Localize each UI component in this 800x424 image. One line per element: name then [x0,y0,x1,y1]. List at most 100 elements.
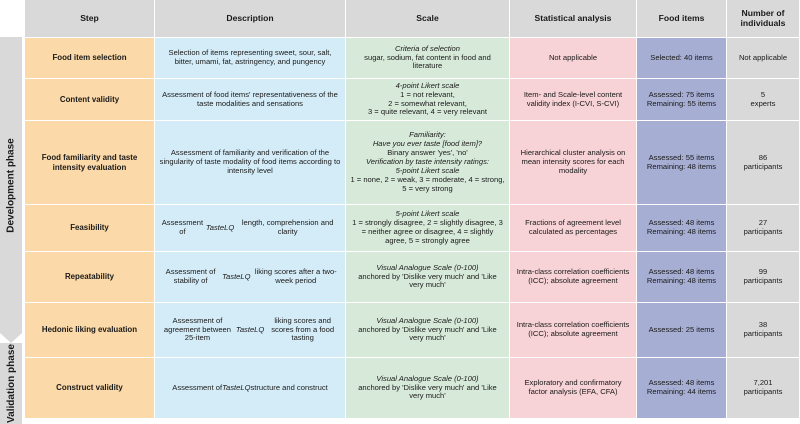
analysis-cell: Hierarchical cluster analysis on mean in… [510,121,637,204]
step-cell: Repeatability [25,252,155,302]
individuals-cell: 86 participants [727,121,800,204]
scale-cell: 4-point Likert scale 1 = not relevant, 2 =… [346,79,510,120]
analysis-cell: Intra-class correlation coefficients (IC… [510,303,637,357]
scale-cell: Visual Analogue Scale (0-100) anchored by… [346,358,510,418]
methods-table: Step Description Scale Statistical analy… [25,0,800,418]
table-header: Step Description Scale Statistical analy… [25,0,800,37]
individuals-line: Not applicable [738,52,788,62]
food-items-cell: Assessed: 48 items Remaining: 44 items [637,358,727,418]
header-description: Description [155,0,346,37]
scale-line: 4-point Likert scale [395,80,460,90]
description-cell: Assessment of TasteLQ length, comprehens… [155,205,346,251]
validation-phase-label: Validation phase [5,344,17,423]
table-row: Construct validity Assessment of TasteLQ … [25,357,800,418]
food-items-line: Remaining: 48 items [646,276,717,285]
description-cell: Assessment of stability of TasteLQ likin… [155,252,346,302]
phase-column: Development phase Validation phase [0,0,25,424]
individuals-line: 86 [758,152,768,162]
food-items-cell: Assessed: 55 items Remaining: 48 items [637,121,727,204]
header-food-items: Food items [637,0,727,37]
table-row: Feasibility Assessment of TasteLQ length,… [25,204,800,251]
validation-phase-band: Validation phase [0,343,22,424]
scale-line: Have you ever taste [food item]? [372,139,483,149]
step-cell: Content validity [25,79,155,120]
step-cell: Food item selection [25,38,155,78]
analysis-cell: Fractions of agreement level calculated … [510,205,637,251]
scale-line: Criteria of selection [395,43,460,53]
scale-line: 5-point Likert scale [395,209,460,219]
individuals-line: participants [743,276,783,285]
scale-cell: Visual Analogue Scale (0-100) anchored by… [346,252,510,302]
food-items-cell: Assessed: 48 items Remaining: 48 items [637,252,727,302]
description-cell: Assessment of agreement between 25-item … [155,303,346,357]
individuals-cell: 5 experts [727,79,800,120]
scale-line: anchored by 'Dislike very much' and 'Lik… [358,324,497,343]
individuals-cell: 7,201 participants [727,358,800,418]
food-items-cell: Assessed: 48 items Remaining: 48 items [637,205,727,251]
analysis-cell: Exploratory and confirmatory factor anal… [510,358,637,418]
individuals-line: participants [743,329,783,338]
individuals-cell: 38 participants [727,303,800,357]
description-cell: Assessment of food items' representative… [155,79,346,120]
food-items-line: Assessed: 48 items [648,267,715,277]
table-row: Repeatability Assessment of stability of … [25,251,800,302]
step-cell: Construct validity [25,358,155,418]
table-row: Food item selection Selection of items re… [25,37,800,78]
food-items-cell: Assessed: 75 items Remaining: 55 items [637,79,727,120]
food-items-line: Remaining: 48 items [646,227,717,236]
scale-cell: Visual Analogue Scale (0-100) anchored by… [346,303,510,357]
scale-line: anchored by 'Dislike very much' and 'Lik… [358,382,497,401]
header-number-of-individuals: Number of individuals [727,0,800,37]
food-items-cell: Selected: 40 items [637,38,727,78]
table-row: Food familiarity and taste intensity eva… [25,120,800,204]
table-row: Hedonic liking evaluation Assessment of a… [25,302,800,357]
scale-cell: Criteria of selection sugar, sodium, fat … [346,38,510,78]
scale-line: 1 = none, 2 = weak, 3 = moderate, 4 = st… [350,174,505,193]
individuals-line: 5 [760,89,766,99]
individuals-line: 27 [758,218,768,228]
table-row: Content validity Assessment of food items… [25,78,800,120]
header-statistical-analysis: Statistical analysis [510,0,637,37]
description-cell: Selection of items representing sweet, s… [155,38,346,78]
food-items-cell: Assessed: 25 items [637,303,727,357]
individuals-line: participants [743,387,783,396]
step-cell: Feasibility [25,205,155,251]
phase-chevron-icon [0,333,22,343]
scale-cell: 5-point Likert scale 1 = strongly disagre… [346,205,510,251]
header-step: Step [25,0,155,37]
scale-line: Visual Analogue Scale (0-100) [376,315,479,325]
step-cell: Food familiarity and taste intensity eva… [25,121,155,204]
header-scale: Scale [346,0,510,37]
scale-cell: Familiarity: Have you ever taste [food it… [346,121,510,204]
food-items-line: Assessed: 75 items [648,89,715,99]
individuals-line: experts [750,98,776,108]
analysis-cell: Not applicable [510,38,637,78]
description-cell: Assessment of familiarity and verificati… [155,121,346,204]
scale-line: 1 = strongly disagree, 2 = slightly disa… [352,218,503,245]
scale-line: Familiarity: [409,130,446,140]
step-cell: Hedonic liking evaluation [25,303,155,357]
individuals-line: participants [743,161,783,171]
development-phase-label: Development phase [5,137,17,233]
individuals-line: 38 [758,320,768,330]
scale-line: Verification by taste intensity ratings: [366,157,489,167]
individuals-line: 99 [758,267,768,277]
description-cell: Assessment of TasteLQ structure and cons… [155,358,346,418]
food-items-line: Selected: 40 items [650,52,713,62]
individuals-cell: Not applicable [727,38,800,78]
scale-line: sugar, sodium, fat content in food and l… [364,52,491,71]
scale-line: 5-point Likert scale [395,165,460,175]
development-phase-band: Development phase [0,37,22,333]
food-items-line: Remaining: 48 items [646,161,717,171]
scale-line: anchored by 'Dislike very much' and 'Lik… [358,271,497,290]
food-items-line: Assessed: 55 items [648,152,715,162]
analysis-cell: Item- and Scale-level content validity i… [510,79,637,120]
food-items-line: Assessed: 48 items [648,378,715,388]
food-items-line: Remaining: 44 items [646,387,717,396]
food-items-line: Assessed: 25 items [648,324,715,334]
scale-line: 1 = not relevant, [400,89,455,99]
scale-line: 3 = quite relevant, 4 = very relevant [367,107,488,117]
individuals-cell: 99 participants [727,252,800,302]
food-items-line: Remaining: 55 items [646,98,717,108]
analysis-cell: Intra-class correlation coefficients (IC… [510,252,637,302]
